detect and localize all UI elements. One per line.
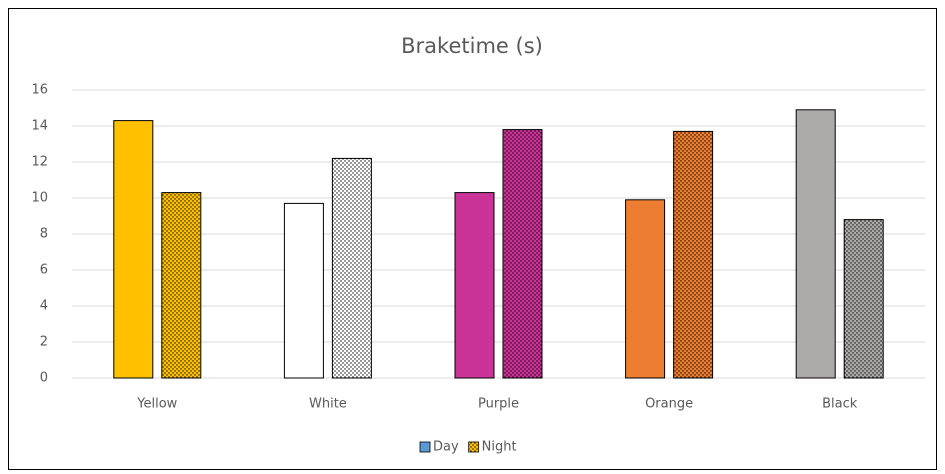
bar [795, 109, 836, 379]
y-tick-label: 8 [40, 227, 48, 242]
bar [283, 202, 324, 379]
x-tick-label: Black [822, 397, 858, 412]
bar [454, 192, 495, 379]
legend-swatch [468, 441, 480, 453]
bar [161, 192, 202, 379]
x-tick-label: Purple [478, 397, 519, 412]
x-tick-label: Orange [645, 397, 693, 412]
y-tick-label: 6 [40, 263, 48, 278]
legend-swatch [419, 441, 431, 453]
y-tick-label: 0 [40, 371, 48, 386]
bar [331, 157, 372, 379]
y-tick-label: 4 [40, 299, 48, 314]
bar [673, 130, 714, 379]
y-tick-label: 10 [31, 191, 48, 206]
y-tick-label: 14 [31, 119, 48, 134]
y-tick-label: 2 [40, 335, 48, 350]
chart-title: Braketime (s) [401, 34, 543, 58]
y-tick-label: 12 [31, 155, 48, 170]
y-tick-label: 16 [31, 83, 48, 98]
legend-label: Day [433, 440, 459, 455]
legend-label: Night [482, 440, 517, 455]
bar [625, 199, 666, 379]
x-tick-label: White [309, 397, 347, 412]
bar [843, 219, 884, 379]
x-tick-label: Yellow [136, 397, 177, 412]
bar [113, 120, 154, 379]
bar [502, 129, 543, 379]
